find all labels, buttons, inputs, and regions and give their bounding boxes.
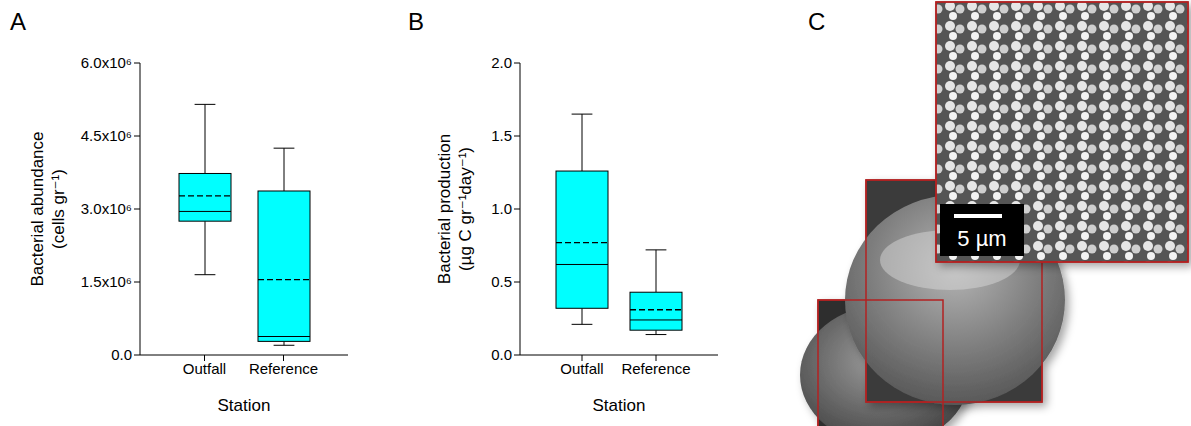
svg-text:0.0: 0.0 [491, 346, 512, 363]
svg-text:Station: Station [218, 396, 271, 415]
svg-text:Outfall: Outfall [183, 360, 226, 377]
svg-text:1.0: 1.0 [491, 200, 512, 217]
svg-text:Station: Station [593, 396, 646, 415]
svg-text:2.0: 2.0 [491, 54, 512, 71]
svg-text:1.5: 1.5 [491, 127, 512, 144]
html-text:(cells gr⁻¹): (cells gr⁻¹) [49, 169, 68, 249]
svg-text:3.0x10⁶: 3.0x10⁶ [81, 200, 132, 217]
svg-text:Reference: Reference [621, 360, 690, 377]
html-text:A: A [10, 8, 26, 35]
svg-text:4.5x10⁶: 4.5x10⁶ [81, 127, 132, 144]
html-text:Bacterial abundance: Bacterial abundance [28, 131, 47, 287]
svg-text:5 µm: 5 µm [957, 226, 1006, 251]
svg-text:0.0: 0.0 [111, 346, 132, 363]
svg-text:1.5x10⁶: 1.5x10⁶ [81, 273, 132, 290]
svg-text:Outfall: Outfall [560, 360, 603, 377]
svg-text:Reference: Reference [249, 360, 318, 377]
svg-text:6.0x10⁶: 6.0x10⁶ [81, 54, 132, 71]
html-text:Bacterial production: Bacterial production [435, 133, 454, 285]
html-text:C: C [808, 8, 826, 35]
html-text:B: B [408, 8, 424, 35]
html-text:(µg C gr⁻¹day⁻¹): (µg C gr⁻¹day⁻¹) [456, 147, 475, 272]
svg-text:0.5: 0.5 [491, 273, 512, 290]
